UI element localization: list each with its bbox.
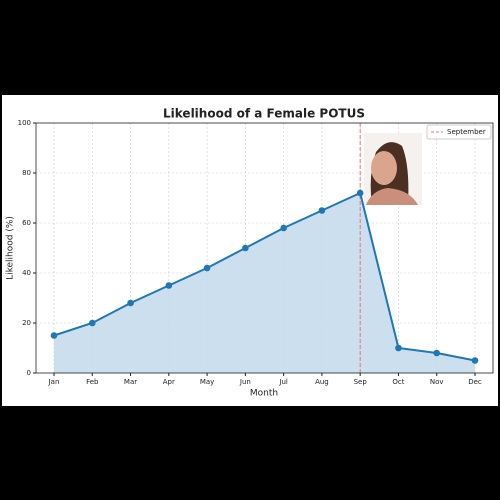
y-tick-label: 20 xyxy=(22,319,31,327)
area xyxy=(54,193,475,373)
point xyxy=(395,344,402,352)
x-tick-label: Dec xyxy=(468,378,482,386)
point xyxy=(203,264,211,272)
x-tick-label: Aug xyxy=(315,378,329,386)
point xyxy=(471,357,479,364)
x-tick-label: Nov xyxy=(430,378,444,386)
point xyxy=(318,207,326,214)
x-tick-label: Oct xyxy=(392,378,404,386)
x-axis-label: Month xyxy=(250,389,278,399)
y-tick-label: 100 xyxy=(18,119,31,127)
chart-title: Likelihood of a Female POTUS xyxy=(163,107,365,121)
x-tick-label: Jul xyxy=(278,378,288,386)
point xyxy=(280,224,287,232)
x-tick-label: Feb xyxy=(86,378,99,386)
x-tick-label: Apr xyxy=(163,378,175,386)
x-tick-label: Jun xyxy=(239,378,251,386)
point xyxy=(50,332,58,339)
y-tick-label: 0 xyxy=(27,369,31,377)
x-tick-label: May xyxy=(200,378,214,386)
legend-label: September xyxy=(447,128,486,136)
line xyxy=(53,191,476,362)
x-tick-label: Sep xyxy=(354,378,368,386)
point xyxy=(88,319,96,327)
y-axis-label: Likelihood (%) xyxy=(6,216,16,280)
y-tick-label: 40 xyxy=(22,269,31,277)
frame xyxy=(35,122,494,374)
y-tick-label: 80 xyxy=(22,169,31,177)
x-tick-label: Mar xyxy=(124,378,137,386)
x-tick-label: Jan xyxy=(48,378,60,386)
point xyxy=(165,282,173,289)
y-tick-label: 60 xyxy=(22,219,31,227)
legend-box xyxy=(426,124,492,140)
point xyxy=(242,244,249,252)
photo xyxy=(364,133,422,205)
point xyxy=(127,299,134,307)
point xyxy=(433,349,441,357)
point xyxy=(356,189,364,197)
